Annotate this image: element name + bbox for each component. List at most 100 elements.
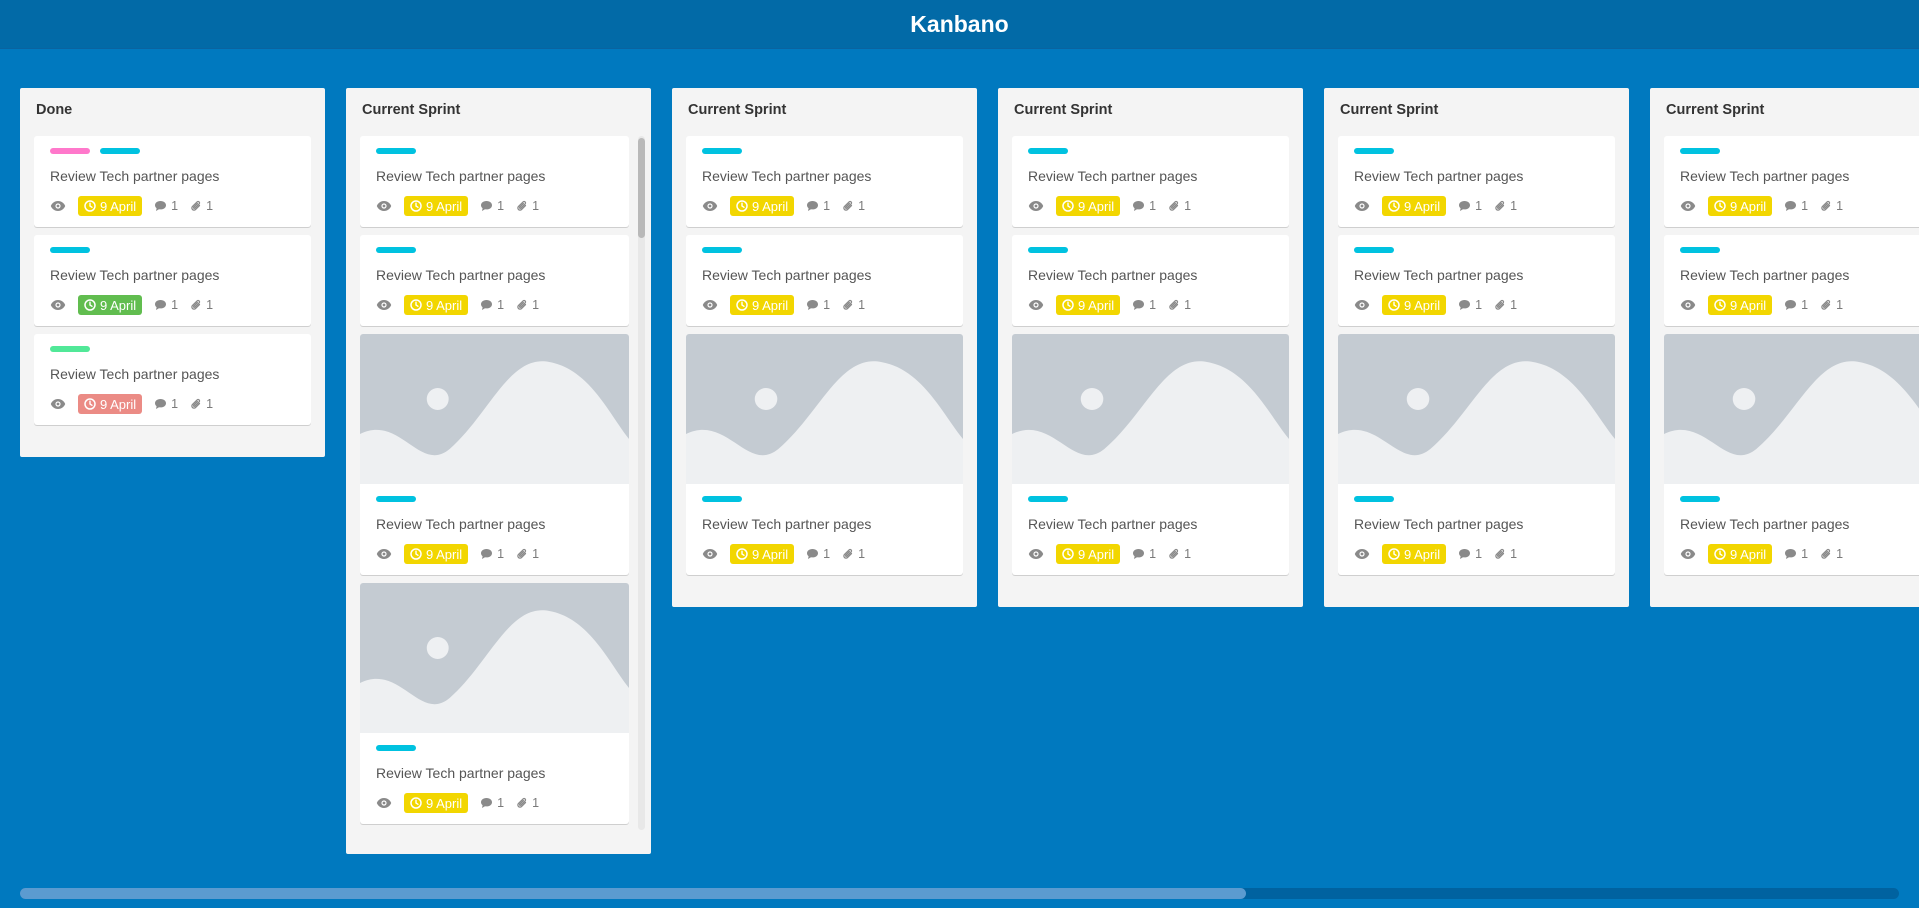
- list-title[interactable]: Current Sprint: [688, 102, 787, 118]
- label-cyan[interactable]: [100, 148, 140, 154]
- list-column: Current Sprint Review Tech partner pages 9…: [998, 88, 1303, 607]
- list-title[interactable]: Current Sprint: [362, 102, 461, 118]
- card-title[interactable]: Review Tech partner pages: [1680, 267, 1850, 283]
- comment-count: 1: [497, 796, 505, 810]
- paperclip-icon: [190, 200, 202, 213]
- card-title[interactable]: Review Tech partner pages: [1028, 516, 1198, 532]
- label-cyan[interactable]: [1680, 496, 1720, 502]
- due-date-badge[interactable]: 9 April: [1056, 196, 1121, 216]
- card-title[interactable]: Review Tech partner pages: [376, 168, 546, 184]
- card-title[interactable]: Review Tech partner pages: [1680, 168, 1850, 184]
- card-title[interactable]: Review Tech partner pages: [50, 168, 220, 184]
- card[interactable]: Review Tech partner pages 9 April 1 1: [34, 136, 311, 227]
- card[interactable]: Review Tech partner pages 9 April 1 1: [360, 235, 629, 326]
- card[interactable]: Review Tech partner pages 9 April 1 1: [1012, 235, 1289, 326]
- due-date-badge[interactable]: 9 April: [1382, 196, 1447, 216]
- card-title[interactable]: Review Tech partner pages: [1354, 168, 1524, 184]
- card[interactable]: Review Tech partner pages 9 April 1 1: [1338, 235, 1615, 326]
- due-date-badge[interactable]: 9 April: [404, 793, 469, 813]
- card-title[interactable]: Review Tech partner pages: [376, 765, 546, 781]
- card[interactable]: Review Tech partner pages 9 April 1 1: [1012, 136, 1289, 227]
- due-date-badge[interactable]: 9 April: [730, 196, 795, 216]
- due-date-badge[interactable]: 9 April: [1708, 196, 1773, 216]
- board-scrollbar-thumb[interactable]: [20, 888, 1246, 899]
- card-body: Review Tech partner pages 9 April 1 1: [34, 136, 311, 227]
- card-title[interactable]: Review Tech partner pages: [702, 267, 872, 283]
- due-date-badge[interactable]: 9 April: [1708, 544, 1773, 564]
- eye-icon: [50, 398, 66, 410]
- label-green[interactable]: [50, 346, 90, 352]
- due-date-badge[interactable]: 9 April: [730, 544, 795, 564]
- card-labels: [1354, 247, 1599, 253]
- label-cyan[interactable]: [1028, 148, 1068, 154]
- label-cyan[interactable]: [376, 148, 416, 154]
- label-cyan[interactable]: [1028, 496, 1068, 502]
- paperclip-icon: [190, 299, 202, 312]
- label-cyan[interactable]: [376, 496, 416, 502]
- list-title[interactable]: Current Sprint: [1014, 102, 1113, 118]
- due-date-badge[interactable]: 9 April: [404, 196, 469, 216]
- label-cyan[interactable]: [1680, 148, 1720, 154]
- card-title[interactable]: Review Tech partner pages: [702, 168, 872, 184]
- label-cyan[interactable]: [1354, 247, 1394, 253]
- card-labels: [1354, 496, 1599, 502]
- card-title[interactable]: Review Tech partner pages: [1354, 267, 1524, 283]
- due-date-badge[interactable]: 9 April: [1056, 544, 1121, 564]
- label-cyan[interactable]: [702, 247, 742, 253]
- label-cyan[interactable]: [1028, 247, 1068, 253]
- card-title[interactable]: Review Tech partner pages: [50, 267, 220, 283]
- label-cyan[interactable]: [50, 247, 90, 253]
- card-title[interactable]: Review Tech partner pages: [1680, 516, 1850, 532]
- card-title[interactable]: Review Tech partner pages: [1028, 267, 1198, 283]
- comment-icon: [1784, 299, 1797, 311]
- card[interactable]: Review Tech partner pages 9 April 1 1: [1664, 235, 1919, 326]
- label-pink[interactable]: [50, 148, 90, 154]
- card-title[interactable]: Review Tech partner pages: [376, 267, 546, 283]
- card[interactable]: Review Tech partner pages 9 April 1 1: [360, 583, 629, 824]
- card-labels: [1028, 148, 1273, 154]
- label-cyan[interactable]: [1354, 496, 1394, 502]
- due-date-badge[interactable]: 9 April: [1382, 295, 1447, 315]
- label-cyan[interactable]: [702, 496, 742, 502]
- list-title[interactable]: Done: [36, 102, 73, 118]
- list-title[interactable]: Current Sprint: [1340, 102, 1439, 118]
- due-date-badge[interactable]: 9 April: [1708, 295, 1773, 315]
- card[interactable]: Review Tech partner pages 9 April 1 1: [360, 136, 629, 227]
- label-cyan[interactable]: [1354, 148, 1394, 154]
- list-vertical-scrollbar[interactable]: [638, 136, 645, 830]
- label-cyan[interactable]: [376, 745, 416, 751]
- label-cyan[interactable]: [376, 247, 416, 253]
- card[interactable]: Review Tech partner pages 9 April 1 1: [1664, 334, 1919, 575]
- label-cyan[interactable]: [702, 148, 742, 154]
- due-date-badge[interactable]: 9 April: [78, 394, 143, 414]
- due-date-badge[interactable]: 9 April: [404, 544, 469, 564]
- card[interactable]: Review Tech partner pages 9 April 1 1: [34, 334, 311, 425]
- due-date-badge[interactable]: 9 April: [404, 295, 469, 315]
- list-title[interactable]: Current Sprint: [1666, 102, 1765, 118]
- due-date-badge[interactable]: 9 April: [78, 295, 143, 315]
- board-horizontal-scrollbar[interactable]: [20, 888, 1899, 899]
- due-date-badge[interactable]: 9 April: [1382, 544, 1447, 564]
- card-title[interactable]: Review Tech partner pages: [702, 516, 872, 532]
- card[interactable]: Review Tech partner pages 9 April 1 1: [1664, 136, 1919, 227]
- due-date-badge[interactable]: 9 April: [1056, 295, 1121, 315]
- card[interactable]: Review Tech partner pages 9 April 1 1: [686, 235, 963, 326]
- card[interactable]: Review Tech partner pages 9 April 1 1: [1338, 136, 1615, 227]
- due-date-badge[interactable]: 9 April: [78, 196, 143, 216]
- list-scrollbar-thumb[interactable]: [638, 138, 645, 238]
- comment-icon: [806, 548, 819, 560]
- card[interactable]: Review Tech partner pages 9 April 1 1: [1338, 334, 1615, 575]
- card-title[interactable]: Review Tech partner pages: [376, 516, 546, 532]
- card-title[interactable]: Review Tech partner pages: [1354, 516, 1524, 532]
- card[interactable]: Review Tech partner pages 9 April 1 1: [34, 235, 311, 326]
- attachments-badge: 1: [1168, 199, 1191, 213]
- clock-icon: [1714, 548, 1726, 560]
- card[interactable]: Review Tech partner pages 9 April 1 1: [360, 334, 629, 575]
- card[interactable]: Review Tech partner pages 9 April 1 1: [686, 136, 963, 227]
- card-title[interactable]: Review Tech partner pages: [50, 366, 220, 382]
- card[interactable]: Review Tech partner pages 9 April 1 1: [1012, 334, 1289, 575]
- label-cyan[interactable]: [1680, 247, 1720, 253]
- card[interactable]: Review Tech partner pages 9 April 1 1: [686, 334, 963, 575]
- card-title[interactable]: Review Tech partner pages: [1028, 168, 1198, 184]
- due-date-badge[interactable]: 9 April: [730, 295, 795, 315]
